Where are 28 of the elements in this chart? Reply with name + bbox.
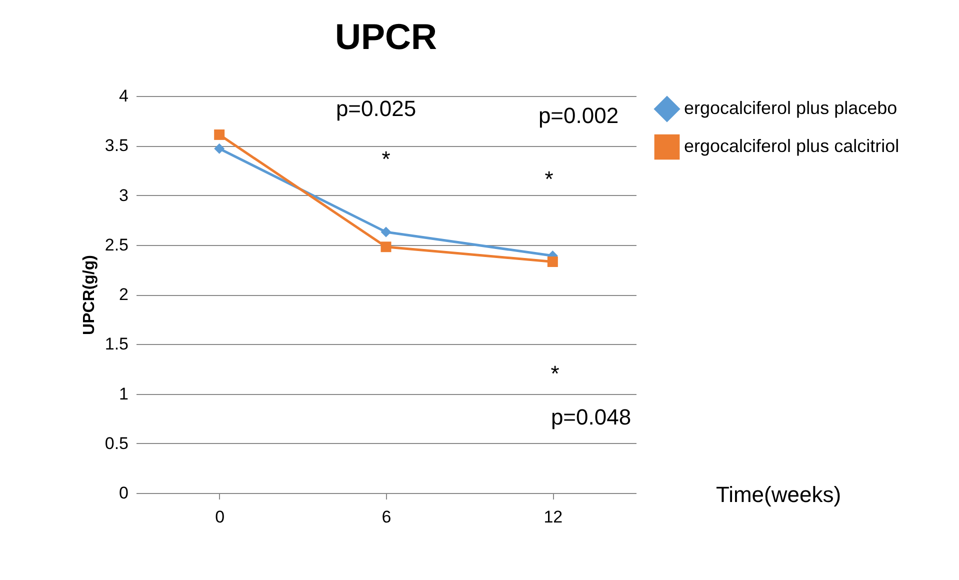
text: Time(weeks) — [716, 482, 842, 507]
y-tick-label: 0 — [119, 484, 128, 502]
legend-label: ergocalciferol plus calcitriol — [684, 136, 900, 156]
annotation: p=0.025 — [336, 96, 416, 122]
y-tick-label: 0.5 — [104, 434, 128, 453]
point — [380, 242, 392, 252]
annotation: * — [382, 146, 391, 172]
x-tick-label: 0 — [215, 508, 225, 526]
y-tick-label: 1 — [119, 384, 128, 404]
chart-title: UPCR — [334, 16, 438, 57]
point — [214, 129, 225, 140]
annotation: p=0.002 — [538, 102, 619, 128]
annotation: * — [544, 166, 554, 192]
y-tick-label: 1.5 — [104, 334, 128, 354]
x-tick-label: 12 — [544, 508, 563, 526]
annotation: * — [550, 360, 560, 386]
y-tick-label: 4 — [119, 86, 128, 106]
y-axis-title: UPCR(g/g) — [80, 255, 98, 335]
legend-label: ergocalciferol plus placebo — [684, 98, 898, 118]
x-tick-label: 6 — [382, 508, 392, 526]
y-tick-label: 3 — [119, 186, 128, 205]
annotation: p=0.048 — [550, 404, 632, 430]
point — [547, 256, 558, 267]
y-tick-label: 2 — [119, 285, 128, 304]
point — [214, 143, 225, 154]
y-tick-label: 3.5 — [104, 136, 128, 156]
y-tick-label: 2.5 — [104, 235, 128, 254]
point — [380, 226, 392, 238]
